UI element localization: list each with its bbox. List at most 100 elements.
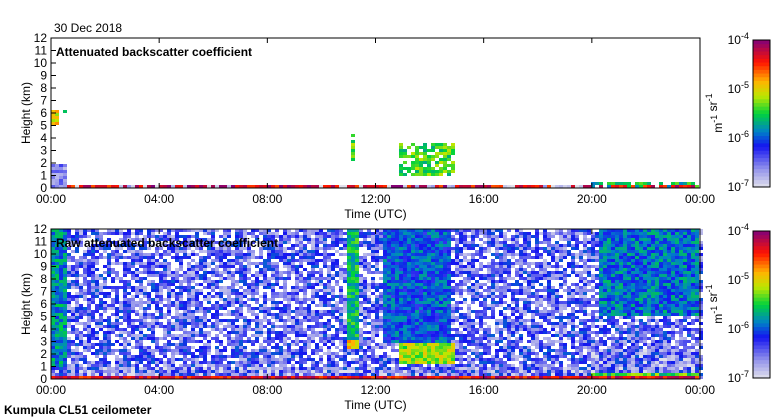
heatmap-cell bbox=[299, 280, 303, 283]
heatmap-cell bbox=[443, 143, 447, 146]
heatmap-cell bbox=[299, 256, 303, 259]
heatmap-cell bbox=[399, 155, 403, 158]
heatmap-cell bbox=[219, 307, 223, 310]
heatmap-cell bbox=[187, 256, 191, 259]
heatmap-cell bbox=[467, 340, 471, 343]
heatmap-cell bbox=[423, 367, 427, 370]
heatmap-cell bbox=[391, 340, 395, 343]
heatmap-cell bbox=[219, 250, 223, 253]
heatmap-cell bbox=[175, 313, 179, 316]
heatmap-cell bbox=[103, 185, 107, 188]
heatmap-cell bbox=[351, 158, 355, 161]
heatmap-cell bbox=[75, 373, 79, 376]
heatmap-cell bbox=[351, 358, 355, 361]
heatmap-cell bbox=[463, 244, 467, 247]
heatmap-cell bbox=[175, 304, 179, 307]
heatmap-cell bbox=[271, 373, 275, 376]
heatmap-cell bbox=[263, 280, 267, 283]
heatmap-cell bbox=[219, 256, 223, 259]
heatmap-cell bbox=[291, 373, 295, 376]
heatmap-cell bbox=[403, 376, 407, 379]
heatmap-cell bbox=[427, 361, 431, 364]
heatmap-cell bbox=[339, 298, 343, 301]
heatmap-cell bbox=[243, 301, 247, 304]
heatmap-cell bbox=[87, 316, 91, 319]
heatmap-cell bbox=[431, 346, 435, 349]
heatmap-cell bbox=[119, 280, 123, 283]
heatmap-cell bbox=[147, 355, 151, 358]
heatmap-cell bbox=[231, 304, 235, 307]
heatmap-cell bbox=[423, 373, 427, 376]
heatmap-cell bbox=[143, 349, 147, 352]
heatmap-cell bbox=[615, 185, 619, 188]
heatmap-cell bbox=[327, 361, 331, 364]
heatmap-cell bbox=[87, 340, 91, 343]
heatmap-cell bbox=[403, 280, 407, 283]
heatmap-cell bbox=[471, 325, 475, 328]
heatmap-cell bbox=[211, 274, 215, 277]
heatmap-cell bbox=[343, 185, 347, 188]
heatmap-cell bbox=[415, 373, 419, 376]
heatmap-cell bbox=[67, 373, 71, 376]
heatmap-cell bbox=[363, 265, 367, 268]
heatmap-cell bbox=[351, 361, 355, 364]
heatmap-cell bbox=[439, 322, 443, 325]
heatmap-cell bbox=[379, 283, 383, 286]
heatmap-cell bbox=[483, 283, 487, 286]
heatmap-cell bbox=[103, 376, 107, 379]
heatmap-cell bbox=[123, 376, 127, 379]
heatmap-cell bbox=[435, 319, 439, 322]
heatmap-cell bbox=[283, 262, 287, 265]
heatmap-cell bbox=[419, 319, 423, 322]
heatmap-cell bbox=[427, 280, 431, 283]
heatmap-cell bbox=[419, 152, 423, 155]
heatmap-cell bbox=[59, 304, 63, 307]
heatmap-cell bbox=[271, 358, 275, 361]
x-tick-label: 12:00 bbox=[360, 192, 390, 206]
heatmap-cell bbox=[407, 322, 411, 325]
heatmap-cell bbox=[335, 376, 339, 379]
heatmap-cell bbox=[455, 301, 459, 304]
heatmap-cell bbox=[543, 185, 547, 188]
heatmap-cell bbox=[291, 286, 295, 289]
heatmap-cell bbox=[467, 322, 471, 325]
heatmap-cell bbox=[423, 334, 427, 337]
heatmap-cell bbox=[211, 355, 215, 358]
heatmap-cell bbox=[467, 244, 471, 247]
heatmap-cell bbox=[267, 361, 271, 364]
heatmap-cell bbox=[59, 265, 63, 268]
heatmap-cell bbox=[407, 310, 411, 313]
heatmap-cell bbox=[487, 337, 491, 340]
heatmap-cell bbox=[307, 307, 311, 310]
heatmap-cell bbox=[295, 298, 299, 301]
heatmap-cell bbox=[243, 355, 247, 358]
heatmap-cell bbox=[339, 373, 343, 376]
heatmap-cell bbox=[111, 367, 115, 370]
heatmap-cell bbox=[55, 328, 59, 331]
heatmap-cell bbox=[55, 277, 59, 280]
heatmap-cell bbox=[423, 295, 427, 298]
heatmap-cell bbox=[335, 361, 339, 364]
heatmap-cell bbox=[71, 358, 75, 361]
heatmap-cell bbox=[355, 286, 359, 289]
heatmap-cell bbox=[191, 295, 195, 298]
heatmap-cell bbox=[159, 262, 163, 265]
heatmap-cell bbox=[155, 289, 159, 292]
heatmap-cell bbox=[147, 253, 151, 256]
heatmap-cell bbox=[459, 238, 463, 241]
heatmap-cell bbox=[207, 229, 211, 232]
heatmap-cell bbox=[379, 256, 383, 259]
heatmap-cell bbox=[347, 313, 351, 316]
heatmap-cell bbox=[239, 346, 243, 349]
heatmap-cell bbox=[87, 313, 91, 316]
heatmap-cell bbox=[199, 250, 203, 253]
heatmap-cell bbox=[431, 259, 435, 262]
heatmap-cell bbox=[427, 370, 431, 373]
heatmap-cell bbox=[431, 328, 435, 331]
heatmap-cell bbox=[319, 349, 323, 352]
heatmap-cell bbox=[59, 289, 63, 292]
heatmap-cell bbox=[419, 232, 423, 235]
heatmap-cell bbox=[435, 337, 439, 340]
heatmap-cell bbox=[279, 376, 283, 379]
heatmap-cell bbox=[383, 361, 387, 364]
